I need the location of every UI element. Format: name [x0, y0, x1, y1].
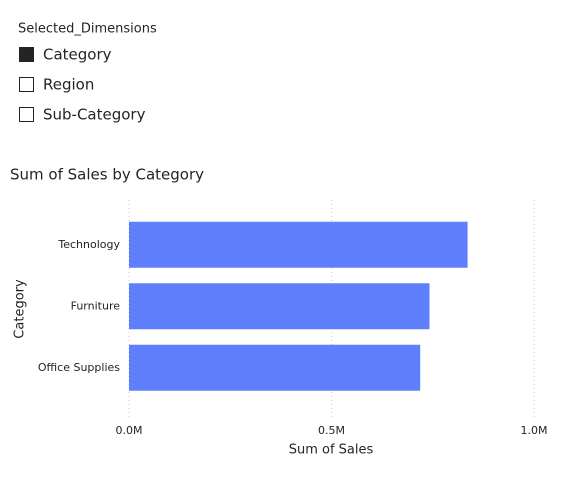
bar — [129, 283, 430, 330]
y-tick-label: Furniture — [71, 299, 121, 312]
x-tick-label: 0.0M — [116, 424, 143, 437]
checkbox-label[interactable]: Sub-Category — [43, 106, 146, 124]
checkbox-label[interactable]: Region — [43, 76, 94, 94]
slicer-title: Selected_Dimensions — [18, 22, 157, 37]
x-tick-label: 1.0M — [521, 424, 548, 437]
checkbox[interactable] — [19, 107, 34, 122]
x-axis-title: Sum of Sales — [289, 443, 374, 458]
y-tick-label: Technology — [57, 238, 120, 251]
x-tick-label: 0.5M — [318, 424, 345, 437]
y-tick-label: Office Supplies — [38, 361, 120, 374]
bar — [129, 221, 468, 268]
checkbox-label[interactable]: Category — [43, 46, 112, 64]
y-axis-title: Category — [13, 279, 28, 339]
chart-title: Sum of Sales by Category — [10, 166, 204, 184]
checkbox[interactable] — [19, 77, 34, 92]
checkbox[interactable] — [19, 47, 34, 62]
bar — [129, 344, 421, 391]
